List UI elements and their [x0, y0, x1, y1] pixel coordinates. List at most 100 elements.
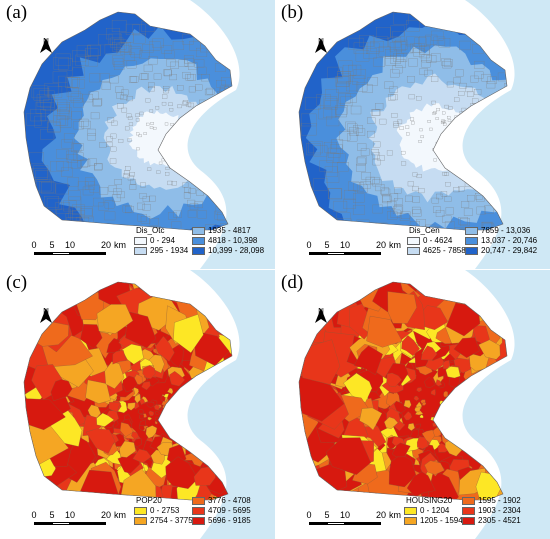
- tract-cell: [394, 205, 404, 213]
- tract-cell: [454, 97, 460, 102]
- tract-cell: [405, 195, 413, 202]
- tract-cell: [31, 85, 48, 99]
- tract-cell: [145, 425, 158, 439]
- tract-cell: [390, 69, 400, 78]
- legend-item: 4625 - 7858: [407, 246, 466, 255]
- tract-cell: [67, 177, 79, 187]
- legend-swatch: [407, 236, 420, 245]
- tract-cell: [196, 47, 208, 57]
- tract-cell: [66, 154, 78, 163]
- tract-cell: [80, 159, 91, 167]
- tract-cell: [454, 227, 466, 230]
- scale-tick-label: 0: [31, 510, 37, 520]
- scale-bar: 0 5 10 20 km: [31, 510, 144, 530]
- tract-cell: [412, 209, 422, 217]
- scale-bar: 0 5 10 20 km: [306, 510, 419, 530]
- tract-cell: [349, 127, 359, 136]
- tract-cell: [127, 116, 133, 120]
- tract-cell: [139, 111, 144, 116]
- water-area: [187, 0, 275, 269]
- tract-cell: [306, 143, 321, 156]
- tract-cell: [40, 95, 55, 108]
- tract-cell: [399, 213, 410, 221]
- tract-cell: [353, 182, 365, 192]
- tract-cell: [36, 94, 52, 107]
- map-legend: HOUSING20 0 - 1204 1205 - 1594 1595 - 1902…: [402, 496, 547, 536]
- north-arrow-icon: N: [313, 38, 329, 53]
- tract-cell: [377, 155, 385, 161]
- legend-label: 2754 - 3775: [150, 516, 193, 525]
- tract-cell: [161, 45, 173, 54]
- scale-segment: [345, 522, 381, 525]
- tract-cell: [445, 182, 451, 187]
- tract-cell: [150, 226, 161, 230]
- legend-label: 7859 - 13,036: [481, 226, 531, 235]
- tract-cell: [148, 410, 154, 416]
- tract-cell: [187, 210, 197, 218]
- tract-cell: [114, 179, 122, 185]
- tract-cell: [168, 102, 173, 107]
- tract-cell: [445, 207, 454, 215]
- legend-item: 2305 - 4521: [462, 516, 521, 525]
- tract-cell: [128, 122, 134, 126]
- tract-cell: [414, 406, 421, 413]
- tract-cell: [473, 89, 482, 95]
- tract-cell: [467, 91, 474, 97]
- tract-cell: [126, 96, 133, 102]
- water-area: [187, 270, 275, 539]
- tract-cell: [139, 73, 148, 80]
- tract-cell: [352, 75, 365, 85]
- tract-cell: [197, 210, 207, 219]
- tract-cell: [331, 139, 344, 150]
- legend-item: 1903 - 2304: [462, 506, 521, 515]
- legend-label: 1595 - 1902: [478, 496, 521, 505]
- tract-cell: [365, 176, 375, 185]
- north-arrow-icon: N: [313, 308, 329, 323]
- tract-cell: [44, 83, 59, 96]
- north-arrow-icon: N: [38, 308, 54, 323]
- scale-tick-label: 0: [31, 240, 37, 250]
- tract-cell: [184, 187, 191, 193]
- tract-cell: [158, 161, 163, 165]
- tract-cell: [486, 81, 496, 89]
- tract-cell: [134, 393, 141, 404]
- tract-cell: [324, 166, 338, 177]
- tract-cell: [440, 121, 445, 124]
- legend-swatch: [465, 246, 478, 255]
- tract-cell: [407, 423, 415, 431]
- legend-title: Dis_Otc: [136, 226, 165, 235]
- tract-cell: [52, 71, 68, 83]
- tract-cell: [313, 145, 328, 157]
- tract-cell: [343, 198, 356, 209]
- tract-cell: [148, 82, 155, 89]
- tract-cell: [424, 69, 433, 77]
- tract-cell: [362, 84, 373, 93]
- legend-item: 0 - 294: [134, 236, 175, 245]
- scale-bar: 0 5 10 20 km: [31, 240, 144, 260]
- tract-cell: [162, 94, 168, 99]
- legend-swatch: [404, 506, 417, 515]
- legend-swatch: [465, 236, 478, 245]
- tract-cell: [363, 48, 377, 59]
- tract-cell: [125, 311, 157, 349]
- tract-cell: [375, 184, 385, 192]
- tract-cell: [133, 33, 146, 44]
- tract-cell: [58, 75, 72, 87]
- tract-cell: [304, 97, 321, 110]
- tract-cell: [155, 335, 175, 362]
- legend-item: 7859 - 13,036: [465, 226, 530, 235]
- water-area: [214, 514, 244, 536]
- tract-cell: [182, 71, 191, 79]
- legend-item: 4818 - 10,398: [192, 236, 257, 245]
- tract-cell: [110, 146, 117, 152]
- tract-cell: [361, 172, 371, 180]
- tract-cell: [425, 34, 438, 45]
- tract-cell: [372, 179, 382, 187]
- tract-cell: [55, 115, 69, 126]
- tract-cell: [167, 387, 174, 395]
- tract-cell: [112, 350, 127, 365]
- tract-cell: [125, 205, 134, 214]
- tract-cell: [96, 304, 134, 334]
- tract-cell: [455, 69, 464, 77]
- tract-cell: [96, 412, 115, 427]
